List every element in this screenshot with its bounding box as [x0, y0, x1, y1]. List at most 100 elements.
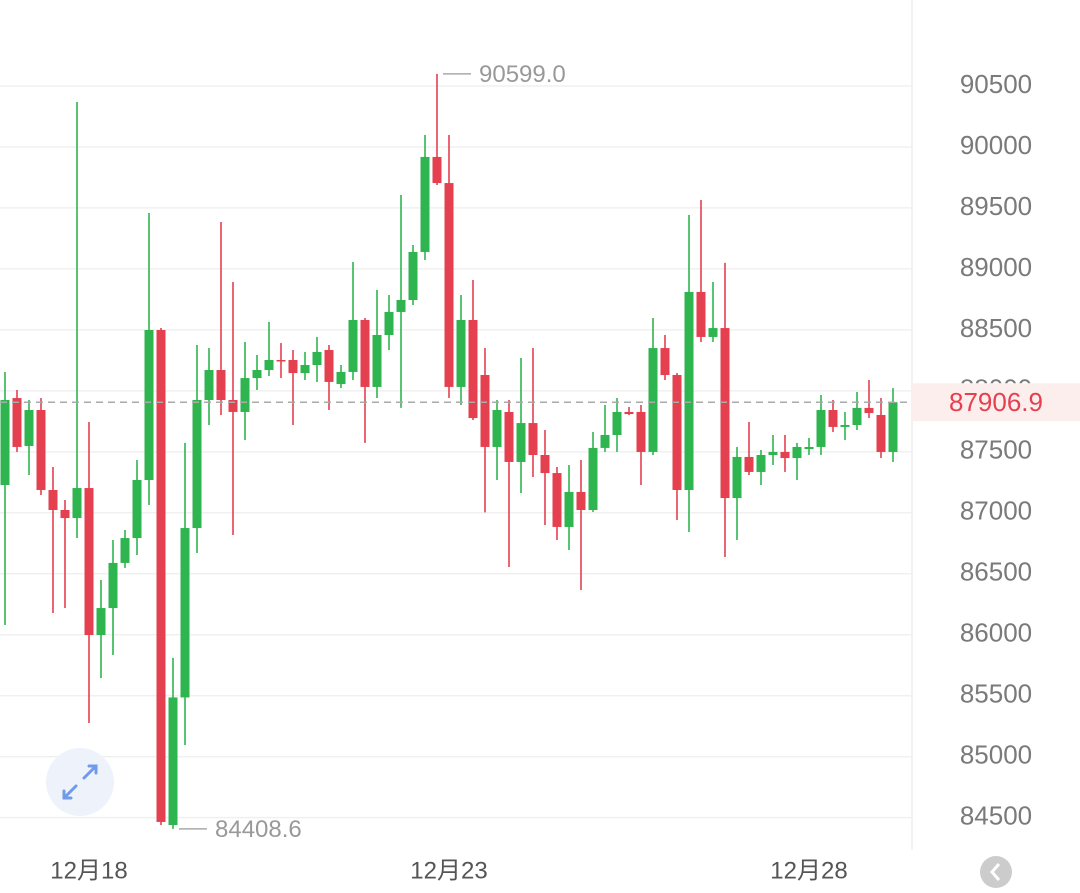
- candle-body: [816, 410, 826, 447]
- candle-body: [408, 251, 418, 300]
- candle-body: [372, 335, 382, 387]
- candle-body: [60, 510, 70, 519]
- candle-body: [144, 330, 154, 480]
- candle-body: [108, 562, 118, 609]
- y-tick-label: 86500: [960, 557, 1032, 587]
- candle-body: [564, 491, 574, 527]
- candle-body: [456, 320, 466, 387]
- candle-body: [744, 456, 754, 472]
- candle-body: [264, 360, 274, 370]
- candle-body: [732, 456, 742, 499]
- candle-body: [540, 455, 550, 474]
- candle-body: [780, 451, 790, 459]
- candle-body: [84, 488, 94, 635]
- candle-body: [396, 300, 406, 312]
- y-tick-label: 90500: [960, 69, 1032, 99]
- candle-body: [840, 425, 850, 427]
- y-tick-label: 85500: [960, 679, 1032, 709]
- candle-body: [384, 311, 394, 335]
- candle-body: [180, 528, 190, 698]
- candle-body: [768, 451, 778, 455]
- x-tick-label: 12月28: [770, 857, 847, 884]
- candle-body: [120, 538, 130, 563]
- candle-body: [600, 435, 610, 448]
- candle-body: [36, 410, 46, 490]
- expand-icon: [62, 764, 98, 800]
- candle-body: [348, 320, 358, 372]
- expand-button[interactable]: [46, 748, 114, 816]
- high-marker-label: 90599.0: [479, 61, 566, 88]
- candle-body: [864, 407, 874, 414]
- candle-body: [576, 491, 586, 510]
- candle-body: [324, 350, 334, 382]
- low-marker-label: 84408.6: [215, 816, 302, 843]
- candle-body: [852, 407, 862, 425]
- candle-body: [360, 320, 370, 387]
- candle-body: [528, 423, 538, 455]
- candle-body: [672, 375, 682, 490]
- x-tick-label: 12月18: [50, 857, 127, 884]
- candle-body: [684, 291, 694, 490]
- candle-body: [12, 398, 22, 447]
- y-tick-label: 90000: [960, 130, 1032, 160]
- y-tick-label: 88500: [960, 313, 1032, 343]
- y-tick-label: 84500: [960, 801, 1032, 831]
- candle-body: [648, 348, 658, 452]
- candle-body: [660, 348, 670, 375]
- candle-body: [228, 400, 238, 412]
- candle-body: [804, 446, 814, 450]
- candle-body: [96, 608, 106, 635]
- candle-body: [48, 490, 58, 510]
- x-tick-label: 12月23: [410, 857, 487, 884]
- candle-body: [432, 156, 442, 184]
- candle-body: [132, 480, 142, 539]
- candle-body: [504, 411, 514, 462]
- candle-body: [168, 697, 178, 825]
- candle-body: [444, 183, 454, 387]
- y-tick-label: 87500: [960, 435, 1032, 465]
- candle-body: [876, 415, 886, 452]
- candle-body: [312, 351, 322, 365]
- candle-body: [72, 488, 82, 519]
- last-price-label: 87906.9: [949, 387, 1043, 417]
- candle-body: [276, 360, 286, 362]
- candle-body: [216, 370, 226, 400]
- candle-body: [756, 455, 766, 472]
- k-button[interactable]: [980, 856, 1012, 888]
- candle-body: [192, 400, 202, 529]
- last-price-bg: [912, 383, 1080, 422]
- expand-bg: [46, 748, 114, 816]
- candle-body: [696, 291, 706, 337]
- candle-body: [240, 378, 250, 412]
- candle-body: [0, 400, 10, 485]
- k-icon: [990, 863, 1001, 881]
- candle-body: [828, 410, 838, 427]
- candle-body: [792, 446, 802, 459]
- y-tick-label: 86000: [960, 618, 1032, 648]
- candle-body: [156, 330, 166, 822]
- candle-body: [612, 411, 622, 435]
- candle-body: [24, 410, 34, 446]
- candle-body: [552, 473, 562, 527]
- candle-body: [720, 328, 730, 499]
- y-tick-label: 85000: [960, 740, 1032, 770]
- candle-body: [708, 328, 718, 337]
- candle-body: [516, 423, 526, 462]
- k-bg: [980, 856, 1012, 888]
- candle-body: [588, 447, 598, 510]
- candle-body: [300, 365, 310, 374]
- candle-body: [624, 411, 634, 415]
- candle-body: [888, 402, 898, 452]
- candle-body: [336, 371, 346, 385]
- candle-body: [468, 320, 478, 419]
- y-tick-label: 89500: [960, 191, 1032, 221]
- candle-body: [492, 410, 502, 447]
- candle-body: [288, 360, 298, 374]
- y-tick-label: 87000: [960, 496, 1032, 526]
- candle-body: [480, 375, 490, 447]
- candle-body: [252, 370, 262, 379]
- y-tick-label: 89000: [960, 252, 1032, 282]
- candle-body: [204, 370, 214, 400]
- candle-body: [420, 156, 430, 252]
